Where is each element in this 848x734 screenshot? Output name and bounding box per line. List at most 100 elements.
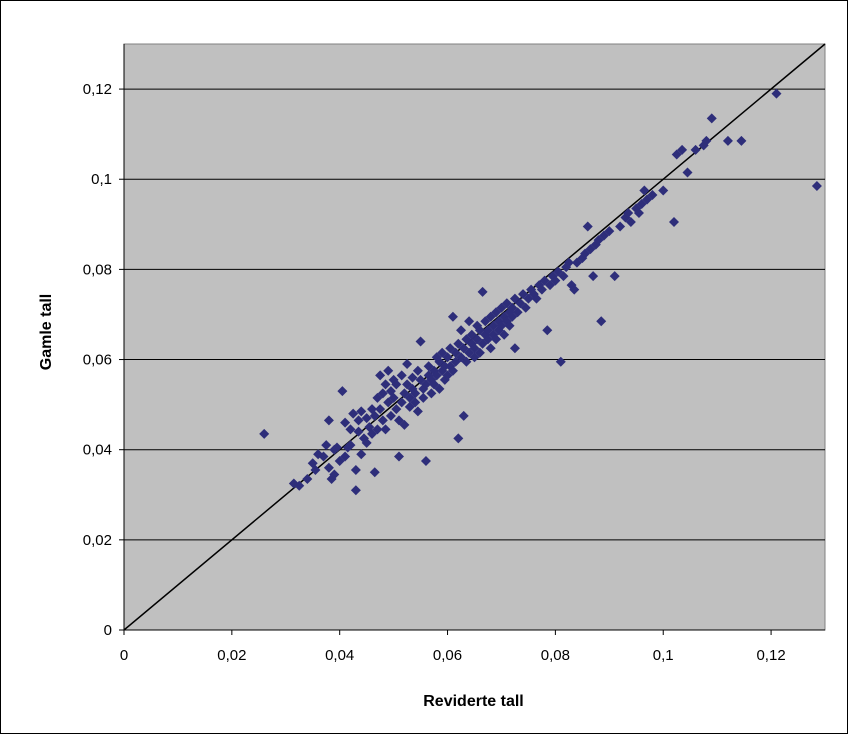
data-point [426, 388, 437, 399]
data-point [377, 388, 388, 399]
data-point [391, 404, 402, 415]
data-point [340, 451, 351, 462]
data-point [609, 271, 620, 282]
x-tick-label: 0,1 [653, 647, 674, 664]
data-point [318, 451, 329, 462]
y-tick-label: 0,08 [83, 261, 112, 278]
data-point [259, 428, 270, 439]
x-axis-title: Reviderte tall [423, 693, 523, 710]
data-point [499, 329, 510, 340]
data-point [442, 352, 453, 363]
data-point [447, 365, 458, 376]
y-tick-label: 0,1 [91, 171, 112, 188]
data-point [569, 284, 580, 295]
data-point [453, 433, 464, 444]
axis-ticks: 0 0,02 0,04 0,06 0,08 0,1 0,12 0 0,02 0,04 0,06 0,0… [83, 81, 786, 664]
data-point [294, 480, 305, 491]
data-point [615, 221, 626, 232]
data-point [361, 437, 372, 448]
data-point [474, 347, 485, 358]
data-point [391, 379, 402, 390]
data-point [356, 406, 367, 417]
data-point [321, 440, 332, 451]
data-point [412, 365, 423, 376]
data-point [348, 408, 359, 419]
data-point [658, 185, 669, 196]
data-point [369, 467, 380, 478]
data-point [323, 415, 334, 426]
data-point [555, 356, 566, 367]
data-point [690, 144, 701, 155]
data-point [669, 217, 680, 228]
data-point [410, 388, 421, 399]
data-point [410, 397, 421, 408]
data-point [385, 410, 396, 421]
y-axis-title: Gamle tall [38, 294, 55, 370]
data-point [491, 334, 502, 345]
y-tick-label: 0,12 [83, 81, 112, 98]
data-point [706, 113, 717, 124]
data-point [399, 419, 410, 430]
data-point [415, 336, 426, 347]
data-point [563, 257, 574, 268]
data-point [439, 361, 450, 372]
data-point [736, 135, 747, 146]
data-point [353, 426, 364, 437]
data-point [447, 311, 458, 322]
data-point [509, 343, 520, 354]
data-point [350, 464, 361, 475]
data-point [331, 442, 342, 453]
data-point [345, 424, 356, 435]
data-point [394, 451, 405, 462]
data-point [434, 383, 445, 394]
data-point [542, 325, 553, 336]
data-point [588, 271, 599, 282]
y-tick-label: 0,04 [83, 442, 112, 459]
data-point [375, 370, 386, 381]
x-tick-label: 0,06 [433, 647, 462, 664]
data-point [420, 455, 431, 466]
data-point [388, 392, 399, 403]
data-point [380, 379, 391, 390]
data-point [604, 226, 615, 237]
x-tick-label: 0 [120, 647, 128, 664]
data-point [477, 286, 488, 297]
data-point [512, 307, 523, 318]
data-point [353, 415, 364, 426]
data-point [377, 415, 388, 426]
data-point [402, 359, 413, 370]
data-point [383, 365, 394, 376]
data-point [625, 217, 636, 228]
data-point [633, 208, 644, 219]
data-point [340, 417, 351, 428]
data-point [380, 424, 391, 435]
data-point [372, 424, 383, 435]
data-point [456, 325, 467, 336]
data-point [323, 462, 334, 473]
data-point [558, 271, 569, 282]
data-point [531, 293, 542, 304]
data-point [682, 167, 693, 178]
data-point [461, 356, 472, 367]
data-point [458, 410, 469, 421]
data-point [464, 316, 475, 327]
data-point [310, 464, 321, 475]
data-point [356, 449, 367, 460]
data-point [596, 316, 607, 327]
data-point [771, 88, 782, 99]
data-point [520, 302, 531, 313]
data-point [582, 221, 593, 232]
data-point [302, 473, 313, 484]
data-point [722, 135, 733, 146]
data-point [536, 284, 547, 295]
data-point [329, 469, 340, 480]
data-point [485, 343, 496, 354]
data-point [418, 392, 429, 403]
data-point [647, 190, 658, 201]
x-tick-label: 0,08 [541, 647, 570, 664]
data-point [412, 406, 423, 417]
y-tick-label: 0 [104, 622, 112, 639]
data-point [350, 485, 361, 496]
x-tick-label: 0,04 [325, 647, 354, 664]
